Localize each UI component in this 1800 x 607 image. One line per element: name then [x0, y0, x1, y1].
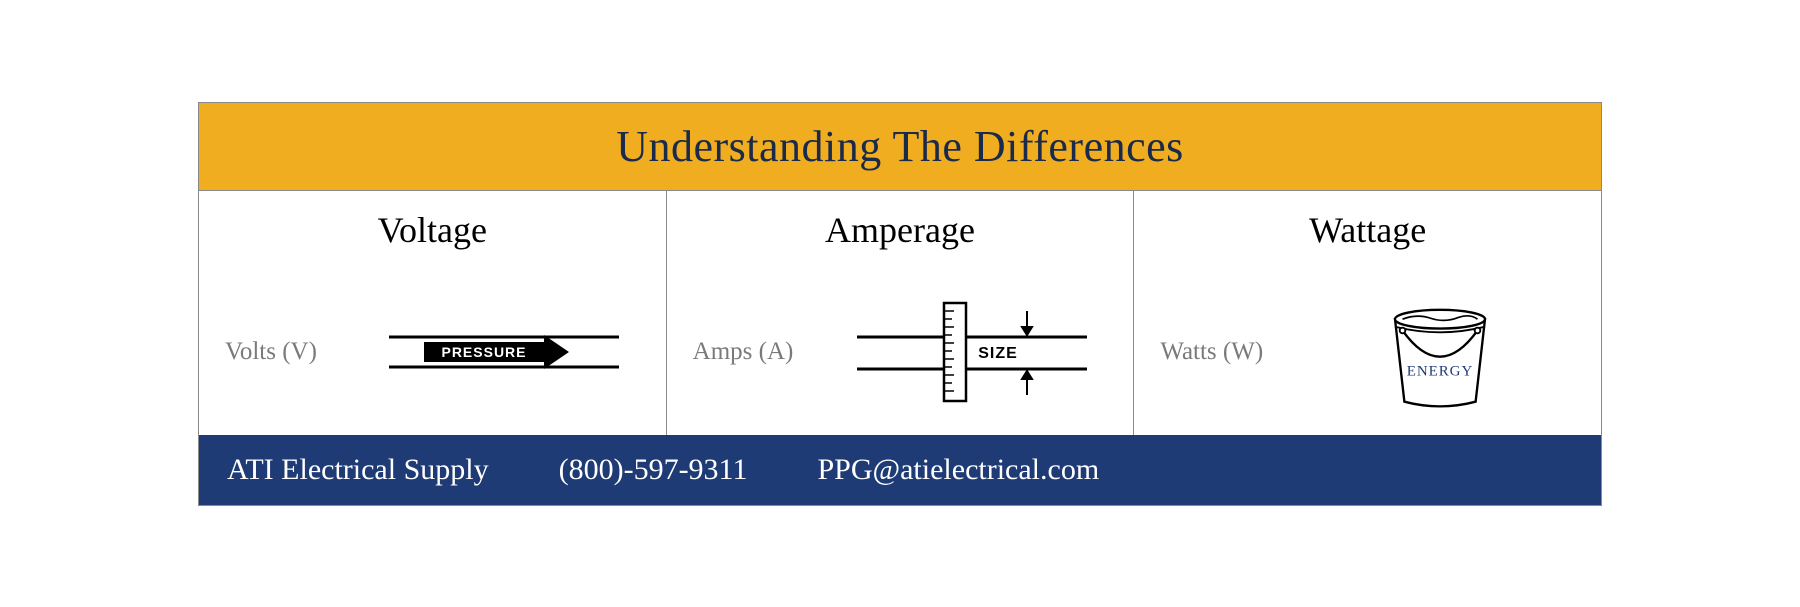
- footer-bar: ATI Electrical Supply (800)-597-9311 PPG…: [199, 435, 1601, 505]
- size-ruler-icon: SIZE: [837, 297, 1108, 407]
- column-body: Volts (V) PRESSURE: [219, 297, 646, 407]
- pressure-arrow-icon: PRESSURE: [369, 297, 640, 407]
- svg-text:ENERGY: ENERGY: [1406, 363, 1472, 379]
- infographic-container: Understanding The Differences Voltage Vo…: [198, 102, 1602, 506]
- svg-text:PRESSURE: PRESSURE: [442, 344, 527, 360]
- header-title: Understanding The Differences: [199, 121, 1601, 172]
- footer-company: ATI Electrical Supply: [227, 453, 489, 487]
- columns-row: Voltage Volts (V) PRESSURE: [199, 191, 1601, 435]
- column-amperage: Amperage Amps (A): [667, 191, 1135, 435]
- energy-bucket-icon: ENERGY: [1304, 297, 1575, 407]
- column-title: Amperage: [687, 209, 1114, 251]
- unit-label: Volts (V): [225, 338, 345, 366]
- footer-phone: (800)-597-9311: [559, 453, 748, 487]
- column-title: Wattage: [1154, 209, 1581, 251]
- column-wattage: Wattage Watts (W): [1134, 191, 1601, 435]
- unit-label: Amps (A): [693, 338, 813, 366]
- svg-text:SIZE: SIZE: [978, 345, 1018, 362]
- header-bar: Understanding The Differences: [199, 103, 1601, 191]
- unit-label: Watts (W): [1160, 338, 1280, 366]
- column-body: Amps (A): [687, 297, 1114, 407]
- column-body: Watts (W): [1154, 297, 1581, 407]
- column-title: Voltage: [219, 209, 646, 251]
- column-voltage: Voltage Volts (V) PRESSURE: [199, 191, 667, 435]
- footer-email: PPG@atielectrical.com: [817, 453, 1099, 487]
